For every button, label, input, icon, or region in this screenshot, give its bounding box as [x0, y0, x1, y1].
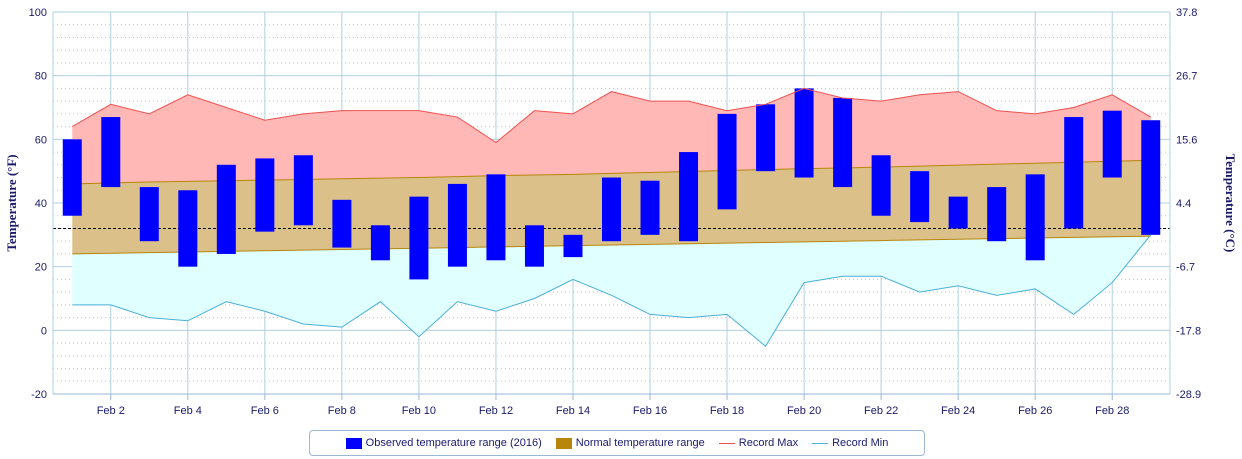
observed-range-bar [101, 117, 121, 188]
legend-label-observed: Observed temperature range (2016) [365, 437, 542, 449]
legend-swatch-normal [555, 437, 572, 449]
y2-tick-label: -28.9 [1176, 389, 1201, 401]
normal-low-line [72, 235, 1151, 255]
legend-item-normal[interactable]: Normal temperature range [555, 437, 705, 449]
legend-label-record-max: Record Max [738, 437, 799, 449]
legend-swatch-record-min [812, 442, 829, 444]
observed-range-bar [255, 158, 275, 232]
observed-range-bar [332, 199, 352, 248]
y2-tick-label: 15.6 [1176, 134, 1197, 146]
record-min-area [72, 234, 1151, 347]
observed-range-bar [216, 164, 236, 254]
y2-tick-label: 26.7 [1176, 71, 1197, 83]
x-tick-label: Feb 18 [710, 405, 744, 417]
legend-item-observed[interactable]: Observed temperature range (2016) [345, 437, 542, 449]
y-tick-label: 60 [35, 134, 47, 146]
x-tick-label: Feb 6 [251, 405, 279, 417]
observed-range-bar [524, 225, 544, 267]
observed-range-bar [1064, 117, 1084, 229]
x-tick-label: Feb 16 [633, 405, 667, 417]
observed-range-bar [948, 196, 968, 229]
y2-tick-label: -6.7 [1176, 262, 1195, 274]
x-tick-label: Feb 2 [97, 405, 125, 417]
observed-range-bar [794, 88, 814, 178]
legend-label-record-min: Record Min [832, 437, 889, 449]
observed-range-bar [987, 187, 1007, 242]
observed-range-bar [756, 104, 776, 172]
record-min-line [72, 234, 1152, 348]
observed-range-bar [447, 183, 467, 267]
observed-range-bar [1141, 120, 1161, 235]
y-tick-label: 40 [35, 198, 47, 210]
observed-range-bar [640, 180, 660, 235]
x-tick-label: Feb 28 [1095, 405, 1129, 417]
x-tick-label: Feb 20 [787, 405, 821, 417]
axes: -20 0 20 40 60 80 100 -28.9 -17.8 -6.7 4.4 15.6 26.7… [29, 7, 1201, 417]
observed-range-bar [62, 139, 82, 216]
observed-range-bar [178, 190, 198, 267]
observed-range-bar [370, 225, 390, 261]
observed-range-bar [602, 177, 621, 242]
x-tick-label: Feb 4 [174, 405, 202, 417]
observed-range-bar [486, 174, 506, 261]
y-tick-label: 0 [41, 325, 47, 337]
observed-range-bar [409, 196, 429, 280]
observed-range-bar [139, 187, 159, 242]
observed-range-bars [62, 88, 1161, 280]
observed-range-bar [871, 155, 891, 216]
x-tick-label: Feb 26 [1018, 405, 1052, 417]
normal-high-line [72, 159, 1151, 185]
observed-range-bar [910, 171, 930, 223]
observed-range-bar [1025, 174, 1045, 261]
observed-range-bar [293, 155, 313, 226]
observed-range-bar [1102, 110, 1122, 178]
y-tick-label: 20 [35, 262, 47, 274]
observed-range-bar [833, 97, 853, 188]
legend-item-record-min[interactable]: Record Min [812, 437, 888, 449]
x-tick-label: Feb 10 [402, 405, 436, 417]
legend-swatch-record-max [718, 442, 735, 444]
y2-tick-label: 4.4 [1176, 198, 1191, 210]
x-tick-label: Feb 14 [556, 405, 590, 417]
legend-label-normal: Normal temperature range [575, 437, 705, 449]
y2-tick-label: -17.8 [1176, 325, 1201, 337]
y-tick-label: -20 [31, 389, 47, 401]
observed-range-bar [563, 234, 583, 258]
temperature-chart: -20 0 20 40 60 80 100 -28.9 -17.8 -6.7 4.4 15.6 26.7… [4, 7, 1238, 417]
legend-item-record-max[interactable]: Record Max [718, 437, 799, 449]
y2-axis-title: Temperature (°C) [1223, 154, 1238, 253]
x-tick-label: Feb 24 [941, 405, 975, 417]
x-tick-label: Feb 12 [479, 405, 513, 417]
x-tick-label: Feb 8 [328, 405, 356, 417]
y2-tick-label: 37.8 [1176, 7, 1197, 19]
x-tick-label: Feb 22 [864, 405, 898, 417]
legend-swatch-observed [345, 437, 362, 449]
observed-range-bar [679, 152, 699, 242]
record-max-line [72, 87, 1151, 144]
chart-legend: Observed temperature range (2016) Normal… [309, 430, 925, 456]
observed-range-bar [717, 113, 737, 210]
record-lines [72, 87, 1152, 348]
y-tick-label: 100 [29, 7, 47, 19]
y-axis-title: Temperature (°F) [4, 154, 19, 251]
y-tick-label: 80 [35, 71, 47, 83]
